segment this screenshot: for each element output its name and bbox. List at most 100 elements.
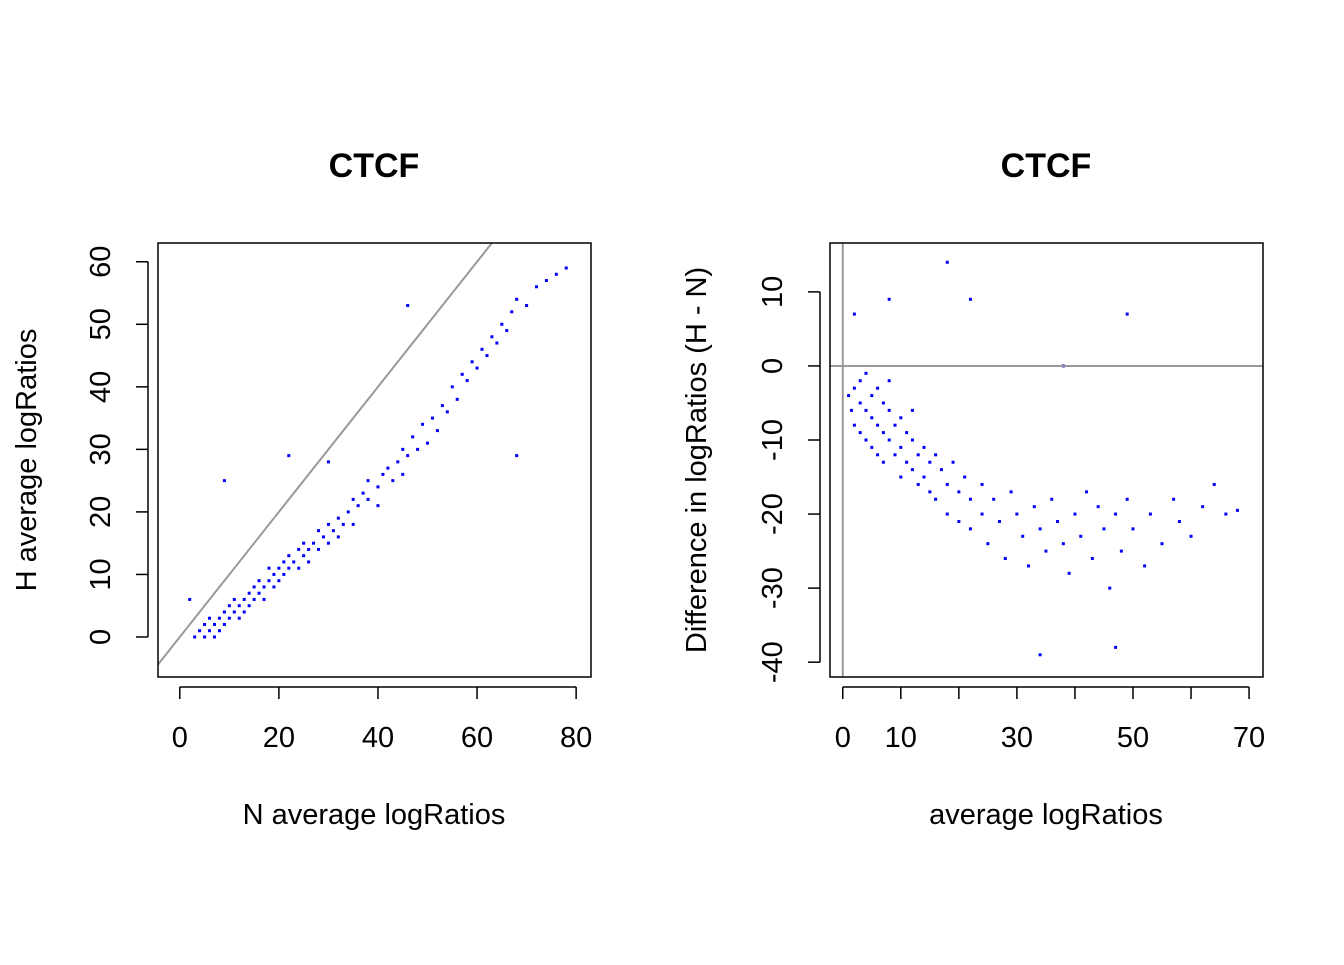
data-point — [876, 423, 880, 427]
data-point — [1096, 505, 1100, 509]
data-point — [242, 597, 246, 601]
data-point — [232, 597, 236, 601]
data-point — [876, 386, 880, 390]
data-point — [910, 468, 914, 472]
data-point — [277, 566, 281, 570]
data-point — [893, 423, 897, 427]
data-point — [485, 354, 489, 358]
x-axis: 0 10 30 50 70 — [835, 686, 1265, 754]
data-point — [346, 510, 350, 514]
data-point — [237, 616, 241, 620]
data-point — [1044, 549, 1048, 553]
data-point — [934, 497, 938, 501]
data-point — [272, 572, 276, 576]
chart-title: CTCF — [329, 147, 420, 185]
y-axis: 0 10 20 30 40 50 60 — [85, 246, 149, 645]
data-point — [852, 386, 856, 390]
data-point — [376, 504, 380, 508]
data-point — [980, 512, 984, 516]
data-point — [957, 519, 961, 523]
x-tick-label: 50 — [1117, 722, 1149, 754]
data-point — [1143, 564, 1147, 568]
plot-frame — [829, 242, 1264, 678]
data-point — [262, 597, 266, 601]
data-point — [968, 497, 972, 501]
data-point — [928, 490, 932, 494]
data-point — [1085, 490, 1089, 494]
data-point — [939, 468, 943, 472]
y-tick-label: 10 — [85, 558, 117, 590]
data-point — [899, 475, 903, 479]
data-point — [1125, 497, 1129, 501]
data-point — [881, 431, 885, 435]
data-point — [910, 408, 914, 412]
data-point — [945, 260, 949, 264]
x-tick-label: 60 — [461, 722, 493, 754]
data-point — [212, 635, 216, 639]
left-scatter-panel: CTCF N average logRatios H average logRa… — [11, 147, 592, 831]
data-point — [870, 394, 874, 398]
data-point — [317, 547, 321, 551]
data-point — [336, 535, 340, 539]
data-point — [421, 422, 425, 426]
data-point — [934, 453, 938, 457]
data-point — [1061, 542, 1065, 546]
data-point — [450, 385, 454, 389]
data-point — [1224, 512, 1228, 516]
data-point — [905, 431, 909, 435]
y-tick-label: -30 — [757, 567, 789, 609]
data-point — [1172, 497, 1176, 501]
reference-lines — [830, 243, 1263, 677]
x-tick-label: 20 — [263, 722, 295, 754]
data-point — [1027, 564, 1031, 568]
data-point — [252, 585, 256, 589]
y-axis: -40 -30 -20 -10 0 10 — [757, 276, 821, 683]
data-point — [922, 445, 926, 449]
data-point — [475, 366, 479, 370]
data-point — [916, 482, 920, 486]
data-point — [391, 479, 395, 483]
data-point — [1067, 571, 1071, 575]
x-axis: 0 20 40 60 80 — [172, 686, 592, 754]
data-point — [1073, 512, 1077, 516]
data-point — [1003, 557, 1007, 561]
data-point — [899, 416, 903, 420]
data-point — [257, 591, 261, 595]
data-point — [1015, 512, 1019, 516]
data-point — [495, 341, 499, 345]
x-tick-label: 80 — [560, 722, 592, 754]
data-point — [396, 460, 400, 464]
data-point — [252, 597, 256, 601]
data-point — [858, 431, 862, 435]
data-point — [1189, 534, 1193, 538]
data-point — [208, 616, 212, 620]
x-tick-label: 10 — [885, 722, 917, 754]
data-point — [282, 560, 286, 564]
data-point — [257, 579, 261, 583]
reference-lines — [158, 243, 494, 666]
data-point — [222, 622, 226, 626]
data-point — [326, 460, 330, 464]
data-point — [1050, 497, 1054, 501]
data-point — [1160, 542, 1164, 546]
data-point — [366, 479, 370, 483]
data-point — [554, 272, 558, 276]
data-point — [1032, 505, 1036, 509]
data-point — [321, 535, 325, 539]
data-point — [510, 310, 514, 314]
y-tick-label: -10 — [757, 419, 789, 461]
data-point — [986, 542, 990, 546]
data-point — [232, 610, 236, 614]
data-point — [922, 475, 926, 479]
data-point — [445, 410, 449, 414]
x-axis-label: average logRatios — [929, 799, 1163, 831]
data-point — [212, 622, 216, 626]
data-point — [356, 504, 360, 508]
data-point — [515, 297, 519, 301]
y-axis-label: Difference in logRatios (H - N) — [681, 267, 713, 653]
data-point — [351, 522, 355, 526]
data-point — [302, 541, 306, 545]
data-point — [401, 447, 405, 451]
x-tick-label: 0 — [172, 722, 188, 754]
data-point — [287, 454, 291, 458]
